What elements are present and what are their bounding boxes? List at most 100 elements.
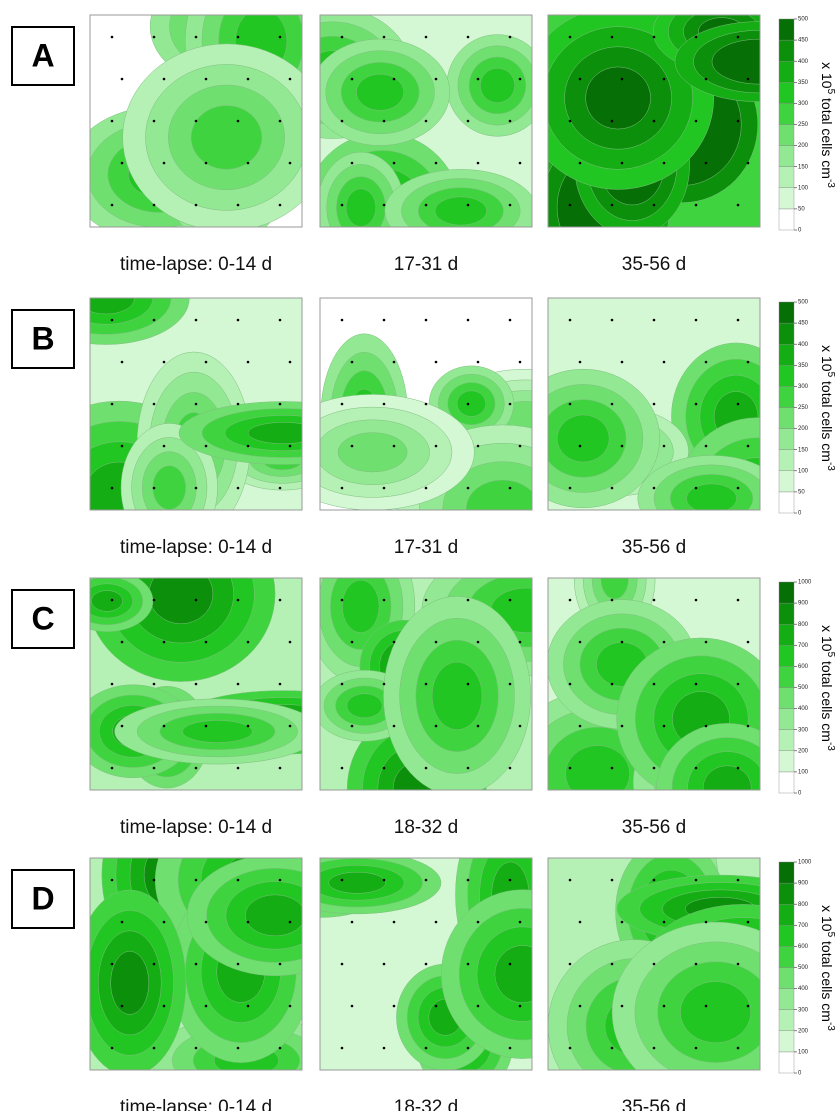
sample-point bbox=[382, 962, 386, 966]
sample-point bbox=[466, 598, 470, 602]
panel-label-box bbox=[11, 589, 75, 649]
colorbar-tick-label: 500 bbox=[798, 17, 809, 23]
sample-point bbox=[568, 598, 572, 602]
sample-point bbox=[694, 203, 698, 207]
sample-point bbox=[652, 962, 656, 966]
sample-point bbox=[278, 486, 282, 490]
sample-point bbox=[736, 486, 740, 490]
sample-point bbox=[662, 77, 666, 81]
sample-point bbox=[350, 161, 354, 165]
colorbar-tick-label: 1000 bbox=[798, 860, 812, 866]
colorbar-segment bbox=[778, 967, 795, 989]
map-frame bbox=[319, 14, 533, 228]
sample-point bbox=[110, 682, 114, 686]
colorbar-tick-label: 0 bbox=[798, 228, 802, 234]
colorbar-segment bbox=[778, 386, 795, 408]
sample-point bbox=[610, 119, 614, 123]
colorbar-label-part: total cells cm bbox=[819, 657, 835, 742]
sample-point bbox=[288, 1004, 292, 1008]
sample-point bbox=[610, 1046, 614, 1050]
sample-point bbox=[424, 119, 428, 123]
colorbar-segment bbox=[778, 645, 795, 667]
colorbar-tick-label: 900 bbox=[798, 881, 809, 887]
sample-point bbox=[518, 1004, 522, 1008]
sample-point bbox=[508, 203, 512, 207]
sample-point bbox=[350, 77, 354, 81]
panel-label-box bbox=[11, 26, 75, 86]
sample-point bbox=[518, 360, 522, 364]
colorbar-tick-label: 100 bbox=[798, 1049, 809, 1055]
sample-point bbox=[736, 766, 740, 770]
sample-point bbox=[610, 766, 614, 770]
sample-point bbox=[340, 402, 344, 406]
colorbar-tick-label: 200 bbox=[798, 143, 809, 149]
sample-point bbox=[194, 682, 198, 686]
colorbar-segment bbox=[778, 407, 795, 429]
sample-point bbox=[382, 878, 386, 882]
colorbar-tick-label: 200 bbox=[798, 426, 809, 432]
sample-point bbox=[350, 360, 354, 364]
sample-point bbox=[120, 724, 124, 728]
sample-point bbox=[662, 920, 666, 924]
colorbar-tick-label: 300 bbox=[798, 727, 809, 733]
sample-point bbox=[704, 724, 708, 728]
sample-point bbox=[120, 640, 124, 644]
colorbar-tick-label: 250 bbox=[798, 405, 809, 411]
colorbar-segment bbox=[778, 946, 795, 968]
sample-point bbox=[620, 724, 624, 728]
sample-point bbox=[746, 77, 750, 81]
sample-point bbox=[194, 402, 198, 406]
sample-point bbox=[424, 318, 428, 322]
sample-point bbox=[204, 920, 208, 924]
sample-point bbox=[424, 203, 428, 207]
sample-point bbox=[736, 35, 740, 39]
map-frame bbox=[547, 297, 761, 511]
colorbar-segment bbox=[778, 124, 795, 146]
sample-point bbox=[736, 203, 740, 207]
sample-point bbox=[568, 203, 572, 207]
colorbar-segment bbox=[778, 103, 795, 125]
colorbar-segment bbox=[778, 861, 795, 884]
sample-point bbox=[382, 402, 386, 406]
sample-point bbox=[568, 962, 572, 966]
contour-level bbox=[110, 951, 150, 1015]
colorbar-tick-label: 150 bbox=[798, 447, 809, 453]
sample-point bbox=[476, 161, 480, 165]
sample-point bbox=[508, 878, 512, 882]
sample-point bbox=[466, 402, 470, 406]
colorbar-tick-label: 0 bbox=[798, 511, 802, 517]
sample-point bbox=[424, 962, 428, 966]
sample-point bbox=[662, 640, 666, 644]
contour-level bbox=[456, 390, 487, 417]
panel-caption: time-lapse: 0-14 d bbox=[120, 537, 272, 558]
sample-point bbox=[236, 486, 240, 490]
sample-point bbox=[476, 1004, 480, 1008]
sample-point bbox=[194, 962, 198, 966]
sample-point bbox=[736, 1046, 740, 1050]
sample-point bbox=[610, 878, 614, 882]
colorbar-label: x 105 total cells cm-3 bbox=[819, 905, 836, 1031]
sample-point bbox=[340, 878, 344, 882]
colorbar-tick-label: 300 bbox=[798, 384, 809, 390]
sample-point bbox=[194, 598, 198, 602]
colorbar-tick-label: 450 bbox=[798, 38, 809, 44]
sample-point bbox=[392, 444, 396, 448]
sample-point bbox=[278, 682, 282, 686]
colorbar-tick-label: 400 bbox=[798, 59, 809, 65]
sample-point bbox=[194, 119, 198, 123]
contour-map bbox=[90, 858, 302, 1070]
contour-level bbox=[466, 479, 532, 510]
colorbar-segment bbox=[778, 365, 795, 387]
sample-point bbox=[246, 920, 250, 924]
sample-point bbox=[568, 318, 572, 322]
contour-level bbox=[711, 38, 760, 85]
sample-point bbox=[434, 77, 438, 81]
sample-point bbox=[162, 161, 166, 165]
sample-point bbox=[434, 360, 438, 364]
sample-point bbox=[120, 360, 124, 364]
sample-point bbox=[694, 1046, 698, 1050]
sample-point bbox=[704, 77, 708, 81]
sample-point bbox=[152, 682, 156, 686]
sample-point bbox=[236, 119, 240, 123]
colorbar-label-part: total cells cm bbox=[819, 937, 835, 1022]
